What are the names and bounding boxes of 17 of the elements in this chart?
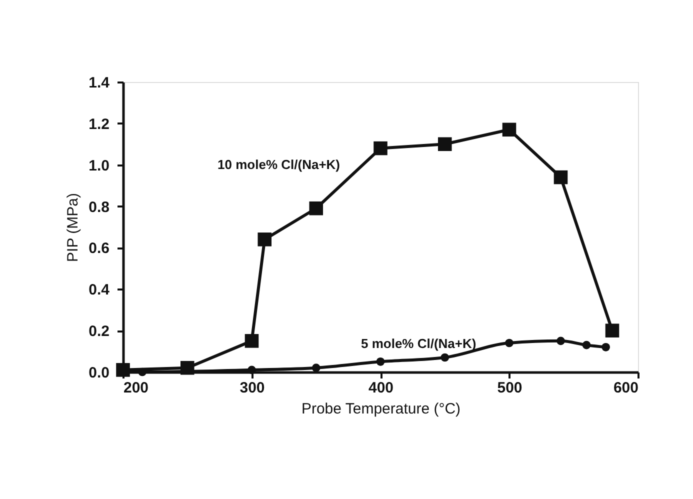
series-label: 5 mole% Cl/(Na+K) [361,336,476,351]
x-axis-title: Probe Temperature (°C) [301,400,461,418]
y-tick-label: 0.6 [88,240,110,258]
x-tick-label: 200 [124,380,149,396]
y-tick-label: 1.4 [88,74,110,92]
series-label: 10 mole% Cl/(Na+K) [218,157,340,172]
y-axis-title: PIP (MPa) [64,193,82,262]
y-tick-label: 0.2 [88,323,110,340]
x-tick-label: 300 [240,380,265,396]
y-tick-label: 0.0 [88,364,110,382]
x-tick-label: 500 [497,380,522,396]
y-tick-label: 1.0 [88,157,110,174]
x-tick-label: 600 [613,380,638,396]
y-tick-label: 1.2 [88,116,110,133]
y-tick-label: 0.8 [88,198,110,216]
y-tick-label: 0.4 [88,282,110,299]
x-tick-label: 400 [368,380,394,396]
